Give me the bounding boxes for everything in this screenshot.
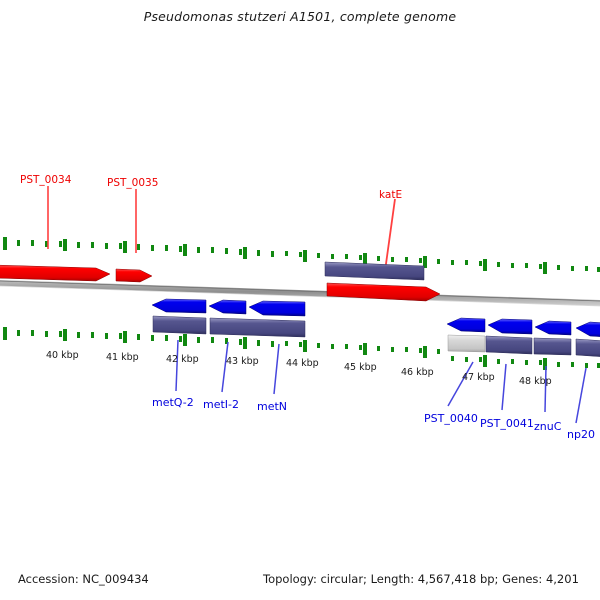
gene-label-metq-2[interactable]: metQ-2: [152, 396, 194, 409]
cds-bar-pst-0041[interactable]: [485, 335, 533, 355]
cds-bar-metin[interactable]: [209, 317, 306, 338]
feature-pst-0040[interactable]: [446, 317, 486, 333]
feature-pst-0034[interactable]: [0, 264, 111, 282]
gene-label-metn[interactable]: metN: [257, 400, 288, 413]
upper-tick-band: [3, 237, 600, 274]
top-leader-lines: [47, 186, 396, 272]
accession-text: Accession: NC_009434: [18, 572, 149, 586]
gene-label-kate[interactable]: katE: [379, 189, 403, 201]
lower-tick-band: [3, 327, 600, 370]
ruler-tick-48kbp: 48 kbp: [519, 376, 552, 387]
ruler-tick-40kbp: 40 kbp: [46, 350, 79, 361]
cds-bar-pst-0040[interactable]: [447, 334, 486, 353]
gene-label-pst-0035[interactable]: PST_0035: [107, 177, 159, 189]
feature-znuc[interactable]: [534, 320, 572, 336]
genome-summary-text: Topology: circular; Length: 4,567,418 bp…: [263, 572, 579, 586]
cds-bar-np20[interactable]: [575, 338, 600, 357]
gene-label-znuc[interactable]: znuC: [534, 420, 562, 433]
gene-label-meti-2[interactable]: metI-2: [203, 398, 240, 411]
feature-pst-0041[interactable]: [487, 318, 533, 335]
gene-label-np20[interactable]: np20: [567, 428, 595, 441]
gene-label-pst-0040[interactable]: PST_0040: [424, 412, 478, 425]
feature-kate[interactable]: [326, 282, 441, 302]
ruler-tick-41kbp: 41 kbp: [106, 352, 139, 363]
feature-meti-2[interactable]: [208, 299, 247, 315]
bottom-leader-lines: [175, 339, 587, 424]
cds-bar-metq-2[interactable]: [152, 315, 207, 335]
feature-pst-0035[interactable]: [115, 268, 153, 283]
feature-metn[interactable]: [248, 300, 306, 317]
ruler-tick-42kbp: 42 kbp: [166, 354, 199, 365]
gene-label-pst-0041[interactable]: PST_0041: [480, 417, 534, 430]
cds-bar-znuc[interactable]: [533, 337, 572, 356]
page-title: Pseudomonas stutzeri A1501, complete gen…: [143, 9, 457, 24]
ruler-tick-46kbp: 46 kbp: [401, 367, 434, 378]
genome-backbone: [0, 280, 600, 307]
ruler-tick-44kbp: 44 kbp: [286, 358, 319, 369]
cds-bar-kate[interactable]: [324, 261, 425, 281]
ruler-tick-43kbp: 43 kbp: [226, 356, 259, 367]
gene-label-pst-0034[interactable]: PST_0034: [20, 174, 72, 186]
ruler-tick-45kbp: 45 kbp: [344, 362, 377, 373]
ruler-tick-47kbp: 47 kbp: [462, 372, 495, 383]
feature-metq-2[interactable]: [151, 298, 207, 314]
feature-np20[interactable]: [575, 321, 600, 337]
